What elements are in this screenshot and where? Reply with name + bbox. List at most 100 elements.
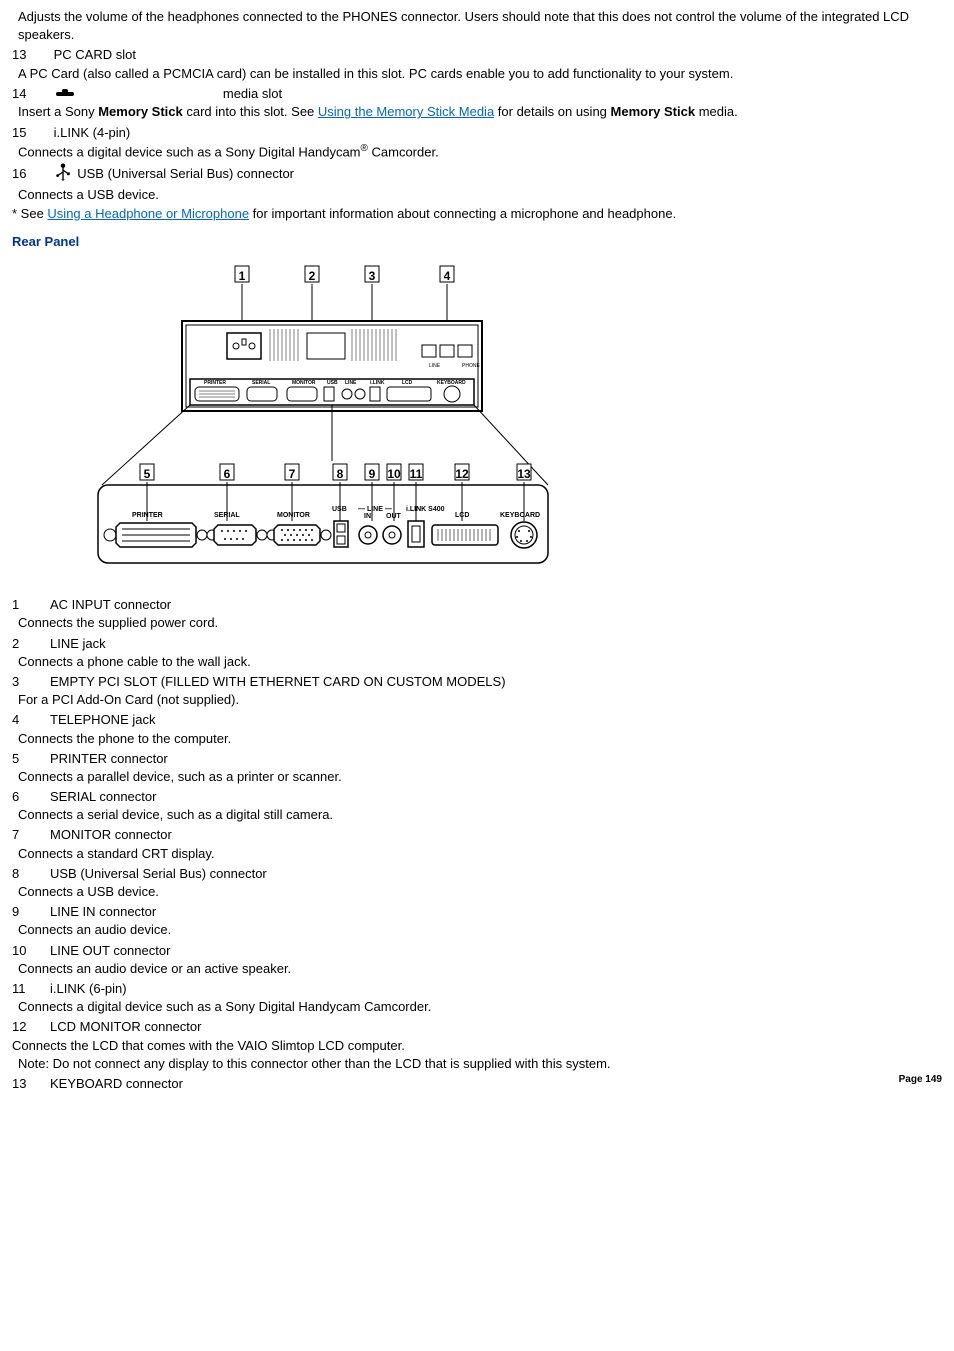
text: Connects a digital device such as a Sony…: [18, 144, 361, 159]
front-item-15: 15 i.LINK (4-pin): [12, 124, 942, 142]
text: for important information about connecti…: [249, 206, 676, 221]
item-title: LINE IN connector: [50, 904, 156, 919]
svg-text:MONITOR: MONITOR: [277, 512, 310, 519]
item-title: USB (Universal Serial Bus) connector: [77, 166, 294, 181]
item-number: 8: [12, 865, 50, 883]
svg-text:11: 11: [410, 467, 423, 481]
registered-mark: ®: [361, 143, 368, 154]
item-title: MONITOR connector: [50, 827, 172, 842]
headphone-microphone-link[interactable]: Using a Headphone or Microphone: [47, 206, 249, 221]
front-item-13: 13 PC CARD slot: [12, 46, 942, 64]
front-item-15-desc: Connects a digital device such as a Sony…: [18, 142, 942, 162]
rear-item-10: 10LINE OUT connector: [12, 942, 942, 960]
svg-text:IN: IN: [364, 513, 371, 520]
bold-text: Memory Stick: [611, 104, 696, 119]
svg-text:KEYBOARD: KEYBOARD: [500, 512, 540, 519]
footnote: * See Using a Headphone or Microphone fo…: [12, 205, 942, 223]
svg-text:OUT: OUT: [386, 513, 402, 520]
svg-text:5: 5: [144, 467, 151, 481]
item-number: 3: [12, 673, 50, 691]
item-number: 16: [12, 165, 50, 183]
rear-item-11: 11i.LINK (6-pin): [12, 980, 942, 998]
rear-item-7-desc: Connects a standard CRT display.: [18, 845, 942, 863]
rear-item-9: 9LINE IN connector: [12, 903, 942, 921]
svg-text:3: 3: [369, 269, 376, 283]
item-title: i.LINK (4-pin): [54, 125, 131, 140]
rear-item-3: 3EMPTY PCI SLOT (FILLED WITH ETHERNET CA…: [12, 673, 942, 691]
text: for details on using: [494, 104, 610, 119]
text: media.: [695, 104, 738, 119]
bold-text: Memory Stick: [98, 104, 183, 119]
item-title: LINE jack: [50, 636, 106, 651]
rear-item-6-desc: Connects a serial device, such as a digi…: [18, 806, 942, 824]
item-title: TELEPHONE jack: [50, 712, 155, 727]
item-number: 2: [12, 635, 50, 653]
memory-stick-icon: [54, 85, 76, 103]
front-item-14: 14 media slot: [12, 85, 942, 104]
front-item-14-desc: Insert a Sony Memory Stick card into thi…: [18, 103, 942, 121]
rear-item-6: 6SERIAL connector: [12, 788, 942, 806]
item-title: LINE OUT connector: [50, 943, 170, 958]
usb-icon: [54, 163, 74, 186]
item-number: 11: [12, 980, 50, 998]
item-number: 5: [12, 750, 50, 768]
rear-item-5-desc: Connects a parallel device, such as a pr…: [18, 768, 942, 786]
item-title: media slot: [223, 86, 282, 101]
svg-text:6: 6: [224, 467, 231, 481]
rear-item-2: 2LINE jack: [12, 635, 942, 653]
svg-text:9: 9: [369, 467, 376, 481]
svg-text:12: 12: [455, 467, 469, 481]
rear-item-12-note: Note: Do not connect any display to this…: [18, 1055, 942, 1073]
rear-item-2-desc: Connects a phone cable to the wall jack.: [18, 653, 942, 671]
svg-text:13: 13: [517, 467, 531, 481]
rear-item-1-desc: Connects the supplied power cord.: [18, 614, 942, 632]
svg-text:8: 8: [337, 467, 344, 481]
svg-text:7: 7: [289, 467, 296, 481]
svg-text:SERIAL: SERIAL: [252, 380, 270, 386]
text: * See: [12, 206, 47, 221]
text: card into this slot. See: [183, 104, 318, 119]
svg-text:10: 10: [387, 467, 401, 481]
item-title: PC CARD slot: [54, 47, 136, 62]
svg-text:LCD: LCD: [455, 512, 469, 519]
item-title: EMPTY PCI SLOT (FILLED WITH ETHERNET CAR…: [50, 674, 506, 689]
front-item-16: 16 USB (Universal Serial Bus) connector: [12, 163, 942, 186]
rear-item-10-desc: Connects an audio device or an active sp…: [18, 960, 942, 978]
svg-text:2: 2: [309, 269, 316, 283]
memory-stick-link[interactable]: Using the Memory Stick Media: [318, 104, 494, 119]
item-title: LCD MONITOR connector: [50, 1019, 201, 1034]
svg-text:i.LINK: i.LINK: [370, 380, 385, 386]
item-title: i.LINK (6-pin): [50, 981, 127, 996]
svg-text:PRINTER: PRINTER: [204, 380, 226, 386]
rear-item-12-desc: Connects the LCD that comes with the VAI…: [12, 1037, 942, 1055]
item-title: KEYBOARD connector: [50, 1076, 183, 1091]
headphone-adjust-text: Adjusts the volume of the headphones con…: [18, 8, 942, 44]
rear-item-13: 13KEYBOARD connector: [12, 1075, 942, 1093]
text: Camcorder.: [368, 144, 439, 159]
front-item-16-desc: Connects a USB device.: [18, 186, 942, 204]
svg-text:USB: USB: [332, 506, 347, 513]
item-title: PRINTER connector: [50, 751, 168, 766]
rear-item-4: 4TELEPHONE jack: [12, 711, 942, 729]
svg-text:1: 1: [239, 269, 246, 283]
item-title: USB (Universal Serial Bus) connector: [50, 866, 267, 881]
item-number: 9: [12, 903, 50, 921]
item-number: 4: [12, 711, 50, 729]
rear-item-7: 7MONITOR connector: [12, 826, 942, 844]
svg-text:i.LINK S400: i.LINK S400: [406, 506, 445, 513]
svg-text:— LINE —: — LINE —: [358, 506, 392, 513]
rear-item-8: 8USB (Universal Serial Bus) connector: [12, 865, 942, 883]
svg-text:LCD: LCD: [402, 380, 413, 386]
rear-panel-heading: Rear Panel: [12, 233, 942, 251]
page-number: Page 149: [899, 1073, 942, 1087]
svg-text:4: 4: [444, 269, 451, 283]
svg-text:KEYBOARD: KEYBOARD: [437, 380, 466, 386]
item-number: 7: [12, 826, 50, 844]
rear-item-5: 5PRINTER connector: [12, 750, 942, 768]
item-number: 10: [12, 942, 50, 960]
svg-text:USB: USB: [327, 380, 338, 386]
svg-text:PHONE: PHONE: [462, 363, 480, 369]
item-number: 12: [12, 1018, 50, 1036]
item-number: 14: [12, 85, 50, 103]
rear-panel-diagram: 1 2 3 4 LINE PHONE PRINTER SERIAL MONITO…: [92, 261, 942, 586]
